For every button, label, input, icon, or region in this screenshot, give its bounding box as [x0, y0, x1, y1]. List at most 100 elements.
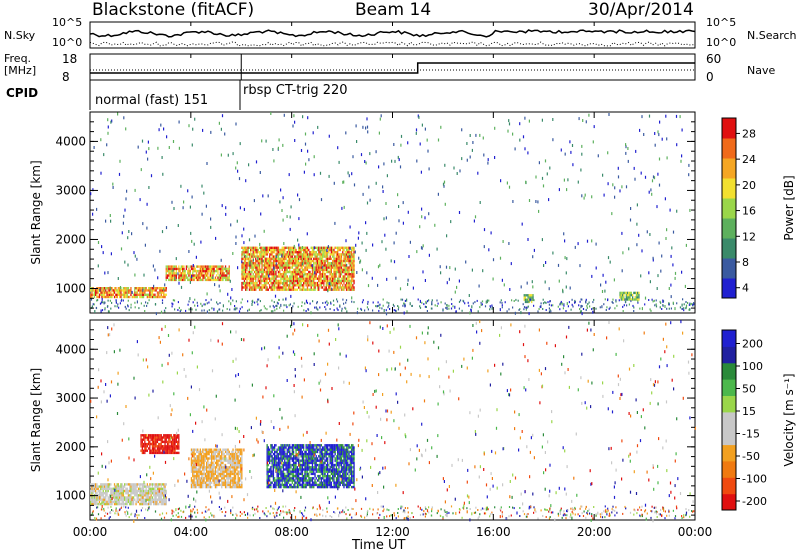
power-cell — [500, 299, 502, 302]
velocity-cell — [160, 434, 162, 437]
velocity-cell — [161, 449, 164, 452]
velocity-cell — [97, 485, 99, 488]
power-cell — [582, 308, 585, 310]
power-cell — [393, 143, 395, 146]
power-cell — [217, 278, 219, 282]
velocity-cell — [137, 498, 140, 501]
power-cell — [313, 268, 315, 271]
power-cell — [328, 275, 330, 278]
velocity-cell — [192, 459, 194, 462]
power-cell — [355, 124, 357, 128]
velocity-cell — [134, 494, 136, 497]
velocity-cell — [212, 479, 214, 482]
power-cell — [282, 275, 285, 278]
power-cell — [219, 302, 221, 304]
power-cell — [558, 279, 560, 283]
power-cell — [271, 275, 273, 278]
power-cell — [188, 308, 190, 311]
velocity-cell — [125, 498, 127, 501]
power-cell — [321, 255, 324, 258]
power-cell — [353, 275, 355, 278]
power-cell — [332, 248, 334, 252]
velocity-cell — [116, 483, 118, 486]
power-cell — [161, 291, 164, 294]
power-cell — [125, 293, 127, 296]
power-cell — [509, 288, 511, 291]
power-cell — [280, 277, 282, 280]
power-cell — [151, 295, 154, 299]
power-cell — [688, 308, 690, 311]
power-cell — [150, 293, 152, 296]
power-cell — [125, 295, 127, 299]
velocity-cell — [197, 481, 199, 484]
velocity-cell — [100, 498, 102, 501]
velocity-cell — [237, 485, 239, 489]
power-cell — [305, 248, 307, 252]
power-cell — [319, 306, 321, 309]
velocity-cell — [160, 487, 162, 490]
velocity-cell — [90, 502, 92, 506]
velocity-cell — [266, 483, 268, 487]
power-cell — [458, 300, 461, 303]
power-cell — [428, 167, 430, 171]
power-cell — [119, 291, 121, 294]
power-cell — [314, 266, 316, 269]
power-cell — [247, 264, 249, 267]
velocity-cell — [227, 474, 229, 478]
power-cell — [92, 293, 94, 296]
power-cell — [629, 293, 631, 297]
power-cell — [337, 266, 339, 269]
power-cell — [547, 301, 549, 304]
velocity-cell — [275, 455, 277, 458]
power-cell — [173, 276, 175, 279]
power-cell — [345, 239, 347, 243]
power-cell — [242, 275, 244, 278]
velocity-cell — [200, 474, 203, 478]
power-cell — [303, 253, 305, 256]
power-cell — [262, 275, 264, 278]
velocity-cell — [144, 440, 146, 444]
power-cell — [550, 304, 552, 307]
power-cell — [190, 267, 193, 271]
power-cell — [128, 309, 130, 312]
velocity-cell — [213, 479, 215, 482]
power-cell — [286, 264, 288, 267]
power-cell — [580, 298, 582, 301]
power-cell — [121, 289, 123, 292]
power-cell — [366, 306, 368, 309]
power-cell — [524, 300, 527, 304]
power-cell — [291, 251, 293, 254]
power-cell — [651, 298, 653, 301]
velocity-cell — [121, 502, 123, 506]
velocity-cell — [222, 461, 224, 465]
power-cell — [326, 300, 328, 303]
power-cell — [100, 289, 102, 292]
power-cell — [430, 307, 432, 310]
power-cell — [294, 284, 296, 287]
velocity-cell — [159, 451, 161, 455]
power-cell — [241, 273, 243, 276]
velocity-cell — [212, 477, 214, 480]
power-cell — [294, 259, 296, 263]
power-cell — [537, 200, 539, 204]
power-cell — [309, 259, 311, 263]
power-cell — [267, 268, 269, 271]
velocity-cell — [192, 466, 194, 469]
power-cell — [318, 246, 320, 249]
power-cell — [316, 277, 319, 280]
velocity-cell — [141, 440, 143, 444]
power-cell — [353, 246, 355, 249]
power-cell — [270, 253, 272, 256]
power-cell — [279, 257, 281, 260]
velocity-cell — [192, 463, 194, 467]
power-cell — [294, 270, 296, 274]
velocity-cell — [202, 463, 204, 467]
velocity-cell — [164, 485, 166, 488]
power-cell — [638, 298, 640, 301]
power-cell — [246, 279, 248, 283]
power-cell — [353, 257, 355, 260]
power-cell — [351, 296, 353, 300]
power-cell — [207, 272, 209, 275]
power-cell — [105, 291, 107, 294]
power-cell — [242, 264, 244, 267]
